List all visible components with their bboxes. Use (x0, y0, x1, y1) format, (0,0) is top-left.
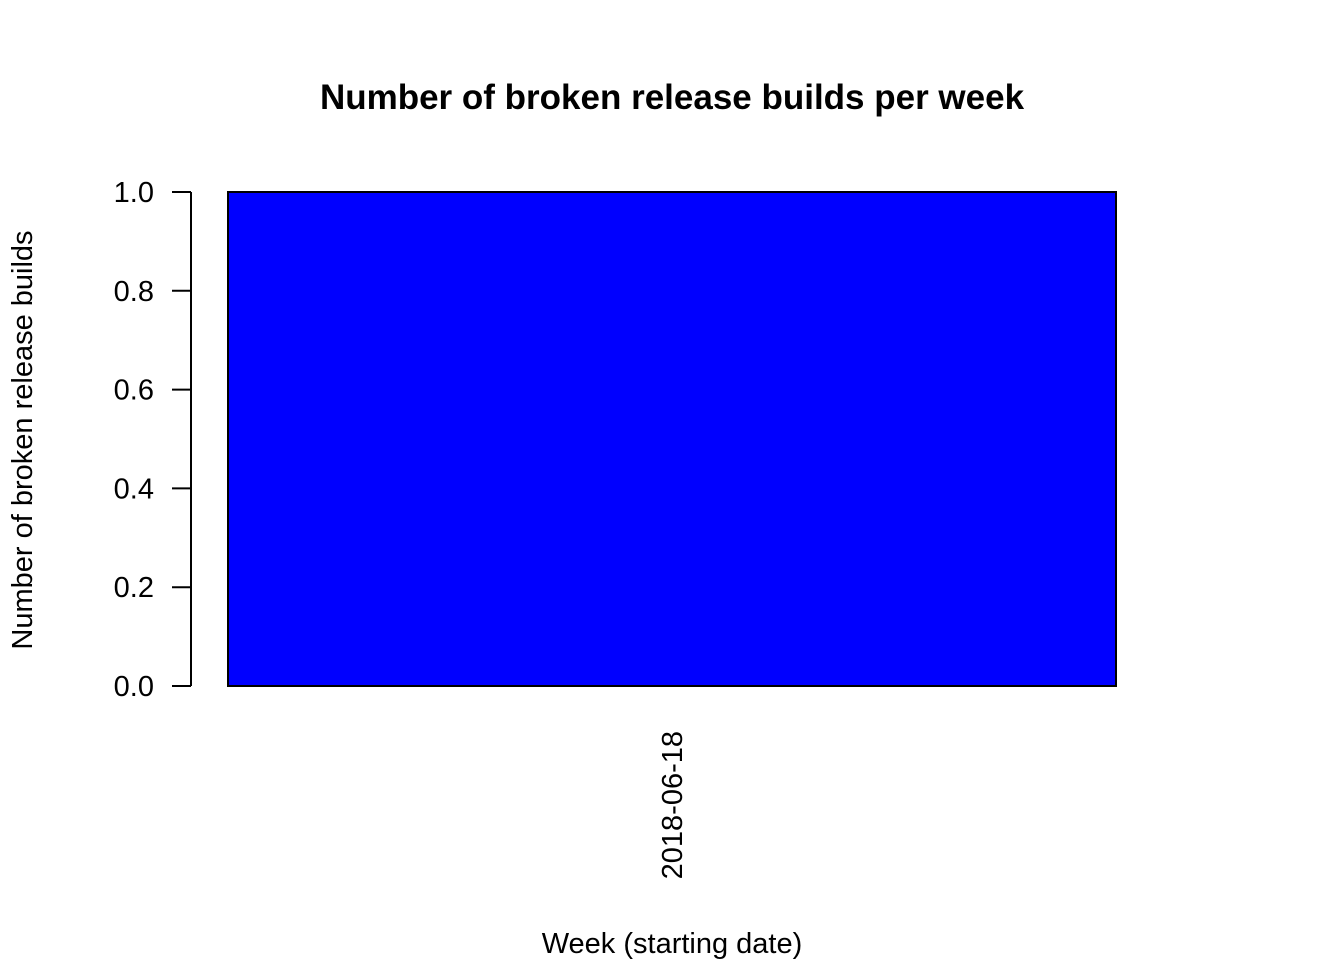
y-tick-label: 0.6 (114, 375, 154, 407)
y-tick-label: 0.2 (114, 572, 154, 604)
x-axis-tick-labels: 2018-06-18 (657, 731, 689, 879)
y-tick-label: 1.0 (114, 177, 154, 209)
bar (227, 191, 1117, 687)
y-tick-label: 0.8 (114, 276, 154, 308)
y-axis-label: Number of broken release builds (7, 230, 39, 649)
y-axis: 0.0 0.2 0.4 0.6 0.8 1.0 (114, 177, 192, 703)
bars (227, 191, 1117, 687)
x-tick-label: 2018-06-18 (657, 731, 689, 879)
y-tick-label: 0.4 (114, 473, 154, 505)
x-axis-label: Week (starting date) (542, 928, 803, 960)
chart-title: Number of broken release builds per week (320, 78, 1025, 117)
y-tick-label: 0.0 (114, 671, 154, 703)
